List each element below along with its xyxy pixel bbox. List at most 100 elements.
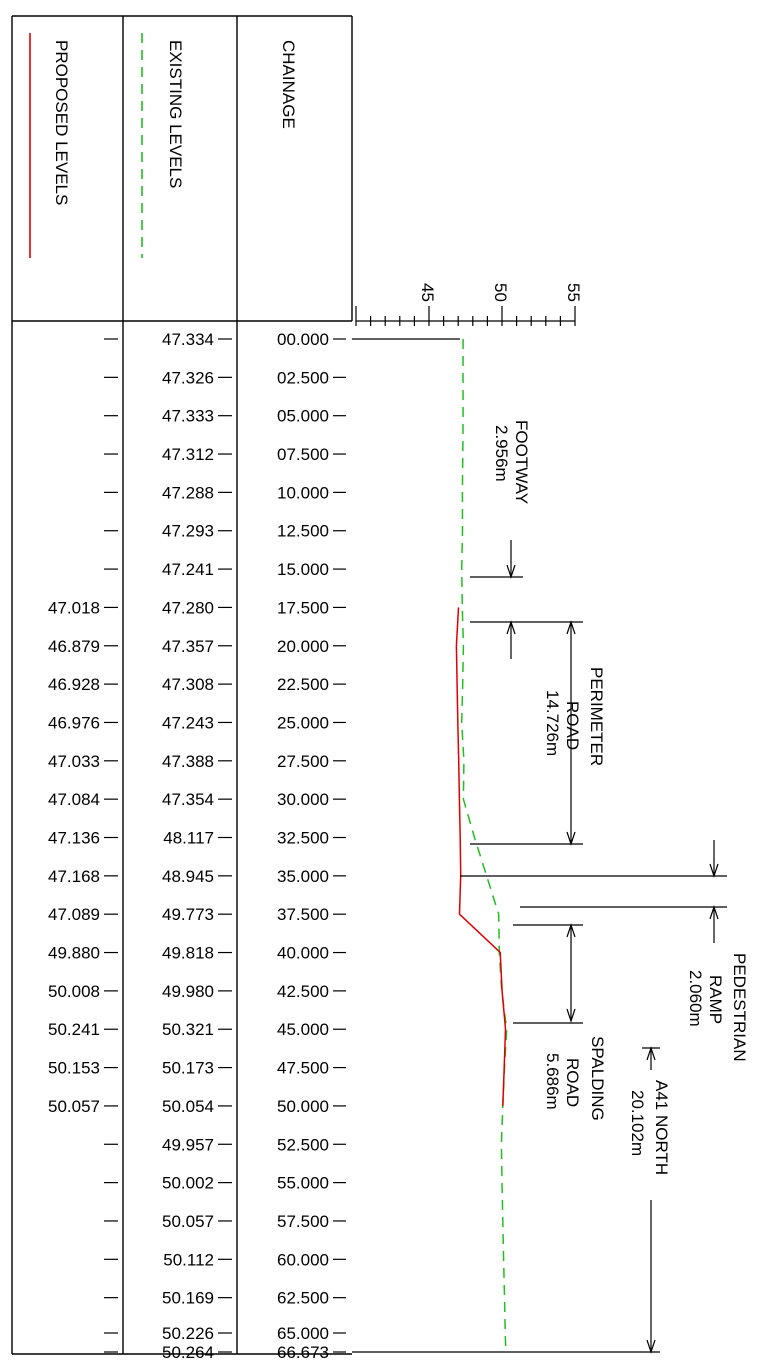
existing-value: 47.334: [162, 330, 214, 349]
chainage-value: 50.000: [277, 1097, 329, 1116]
header-chainage-label: CHAINAGE: [279, 40, 298, 129]
existing-value: 47.280: [162, 598, 214, 617]
table-row: 40.000 49.818 49.880: [48, 944, 346, 963]
data-table-rows: 00.000 47.334 02.500 47.326 05.000 47.333 07.5…: [48, 330, 346, 1362]
table-row: 62.500 50.169: [104, 1289, 346, 1308]
footway-label: FOOTWAY: [512, 420, 531, 504]
existing-value: 47.354: [162, 790, 214, 809]
existing-value: 48.945: [162, 867, 214, 886]
perimeter-width: 14.726m: [543, 690, 562, 756]
proposed-value: 47.018: [48, 598, 100, 617]
existing-value: 47.243: [162, 713, 214, 732]
table-row: 52.500 49.957: [104, 1135, 346, 1154]
chainage-value: 40.000: [277, 944, 329, 963]
chainage-value: 10.000: [277, 483, 329, 502]
proposed-value: 50.153: [48, 1059, 100, 1078]
a41-label: A41 NORTH: [652, 1080, 671, 1175]
footway-width: 2.956m: [492, 425, 511, 482]
table-row: 00.000 47.334: [104, 330, 346, 349]
header-proposed-label: PROPOSED LEVELS: [52, 40, 71, 205]
table-row: 12.500 47.293: [104, 522, 346, 541]
existing-value: 49.957: [162, 1135, 214, 1154]
table-row: 37.500 49.773 47.089: [48, 905, 346, 924]
ramp-label: PEDESTRIAN: [730, 953, 749, 1062]
existing-value: 50.054: [162, 1097, 214, 1116]
chainage-value: 00.000: [277, 330, 329, 349]
chainage-value: 66.673: [277, 1343, 329, 1362]
chainage-value: 65.000: [277, 1324, 329, 1343]
table-row: 45.000 50.321 50.241: [48, 1020, 346, 1039]
proposed-levels-line: [455, 607, 507, 1106]
spalding-label: SPALDING: [588, 1036, 607, 1121]
existing-value: 48.117: [163, 829, 214, 848]
existing-value: 50.112: [163, 1250, 214, 1269]
chainage-value: 42.500: [277, 982, 329, 1001]
existing-value: 50.002: [162, 1174, 214, 1193]
scale-tick-label: 45: [418, 283, 437, 302]
existing-value: 49.773: [162, 905, 214, 924]
table-row: 20.000 47.357 46.879: [48, 637, 346, 656]
profile-plot: [455, 338, 508, 1353]
table-row: 47.500 50.173 50.153: [48, 1059, 346, 1078]
chainage-value: 12.500: [277, 522, 329, 541]
table-row: 50.000 50.054 50.057: [48, 1097, 346, 1116]
table-row: 02.500 47.326: [104, 368, 346, 387]
chainage-value: 55.000: [277, 1174, 329, 1193]
proposed-value: 47.089: [48, 905, 100, 924]
chainage-value: 32.500: [277, 829, 329, 848]
ramp-ramp-label: RAMP: [706, 975, 725, 1024]
chainage-value: 35.000: [277, 867, 329, 886]
proposed-value: 46.976: [48, 713, 100, 732]
table-row: 30.000 47.354 47.084: [48, 790, 346, 809]
existing-value: 47.308: [162, 675, 214, 694]
table-row: 07.500 47.312: [104, 445, 346, 464]
chainage-value: 15.000: [277, 560, 329, 579]
table-row: 22.500 47.308 46.928: [48, 675, 346, 694]
proposed-value: 47.168: [48, 867, 100, 886]
table-row: 35.000 48.945 47.168: [48, 867, 346, 886]
existing-value: 49.980: [162, 982, 214, 1001]
chainage-value: 02.500: [277, 368, 329, 387]
perimeter-label: PERIMETER: [587, 667, 606, 766]
existing-value: 47.388: [162, 752, 214, 771]
existing-value: 47.326: [162, 368, 214, 387]
table-row: 60.000 50.112: [104, 1250, 346, 1269]
chainage-value: 57.500: [277, 1212, 329, 1231]
existing-value: 47.288: [162, 483, 214, 502]
existing-value: 47.333: [162, 407, 214, 426]
existing-levels-line: [460, 338, 508, 1353]
scale-tick-label: 50: [491, 283, 510, 302]
perimeter-road-label: ROAD: [563, 701, 582, 750]
existing-value: 50.057: [162, 1212, 214, 1231]
chainage-value: 20.000: [277, 637, 329, 656]
existing-value: 47.312: [162, 445, 214, 464]
existing-value: 47.241: [162, 560, 214, 579]
proposed-value: 46.928: [48, 675, 100, 694]
existing-value: 50.264: [162, 1343, 214, 1362]
chainage-value: 62.500: [277, 1289, 329, 1308]
chainage-value: 17.500: [277, 598, 329, 617]
chainage-value: 37.500: [277, 905, 329, 924]
proposed-value: 47.033: [48, 752, 100, 771]
dimension-labels: FOOTWAY 2.956m PERIMETER ROAD 14.726m PE…: [492, 420, 749, 1175]
header-proposed: PROPOSED LEVELS: [29, 33, 71, 258]
proposed-value: 46.879: [48, 637, 100, 656]
table-row: 27.500 47.388 47.033: [48, 752, 346, 771]
table-row: 66.673 50.264: [104, 1343, 346, 1362]
dimensions: [352, 338, 727, 1354]
chainage-value: 60.000: [277, 1250, 329, 1269]
table-row: 10.000 47.288: [104, 483, 346, 502]
existing-value: 50.169: [162, 1289, 214, 1308]
proposed-value: 47.084: [48, 790, 100, 809]
proposed-value: 49.880: [48, 944, 100, 963]
proposed-value: 50.057: [48, 1097, 100, 1116]
proposed-value: 50.008: [48, 982, 100, 1001]
table-row: 17.500 47.280 47.018: [48, 598, 346, 617]
existing-value: 47.293: [162, 522, 214, 541]
existing-value: 50.226: [162, 1324, 214, 1343]
table-frame: [11, 15, 353, 1355]
table-row: 55.000 50.002: [104, 1174, 346, 1193]
table-row: 32.500 48.117 47.136: [48, 829, 346, 848]
spalding-width: 5.686m: [543, 1053, 562, 1110]
